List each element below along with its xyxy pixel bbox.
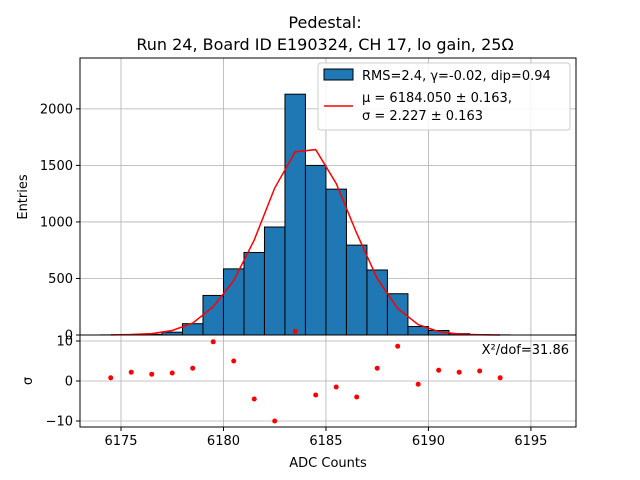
- legend-frame: [317, 62, 571, 131]
- y-axis-label-top: Entries: [16, 174, 31, 220]
- histogram-bar: [202, 294, 224, 336]
- top-y-tick-label: 0: [65, 329, 73, 344]
- fit-line: [110, 148, 501, 336]
- bottom-y-ticks: −10 0 10: [46, 335, 80, 430]
- x-tick-label: 6175: [104, 434, 137, 449]
- residual-point: [333, 384, 339, 390]
- legend-fit-label-line1: μ = 6184.050 ± 0.163,: [362, 91, 512, 106]
- chart-title-line2: Run 24, Board ID E190324, CH 17, lo gain…: [136, 35, 513, 54]
- histogram-bar: [304, 164, 327, 336]
- residual-point: [354, 394, 360, 400]
- bottom-y-tick-label: −10: [46, 415, 73, 430]
- top-y-tick-label: 1500: [40, 159, 73, 174]
- residual-point: [190, 365, 196, 371]
- residual-point: [374, 365, 380, 371]
- bottom-y-tick-label: 10: [56, 335, 73, 350]
- x-tick-label: 6195: [514, 434, 547, 449]
- histogram-bar: [325, 188, 347, 336]
- top-y-ticks: 0 500 1000 1500 2000: [40, 102, 80, 344]
- residual-point: [477, 368, 483, 374]
- top-y-tick-label: 2000: [40, 102, 73, 117]
- top-y-tick-label: 500: [48, 272, 73, 287]
- legend-histogram-label: RMS=2.4, γ=-0.02, dip=0.94: [362, 69, 551, 84]
- residual-point: [210, 339, 216, 345]
- residual-point: [395, 343, 401, 349]
- residual-point: [292, 328, 298, 334]
- legend-fit-label-line2: σ = 2.227 ± 0.163: [362, 109, 483, 124]
- chi2-annotation: X²/dof=31.86: [482, 343, 569, 358]
- top-y-tick-label: 1000: [40, 215, 73, 230]
- legend: RMS=2.4, γ=-0.02, dip=0.94 μ = 6184.050 …: [317, 62, 571, 131]
- residual-point: [128, 369, 134, 375]
- chart-title-line1: Pedestal:: [288, 13, 361, 32]
- residual-point: [149, 371, 155, 377]
- residual-point: [456, 369, 462, 375]
- residual-point: [497, 375, 503, 381]
- fit-curve: [110, 148, 501, 336]
- bottom-y-tick-label: 0: [65, 375, 73, 390]
- histogram-bar: [345, 244, 368, 336]
- histogram-bar: [222, 268, 245, 336]
- residual-points: [108, 328, 503, 424]
- residual-point: [231, 358, 237, 364]
- x-axis-label: ADC Counts: [289, 456, 367, 471]
- histogram-bar: [284, 93, 306, 336]
- bottom-grid: [80, 335, 576, 427]
- histogram-bar: [263, 226, 286, 336]
- residual-point: [313, 392, 319, 398]
- y-axis-label-bottom: σ: [21, 377, 36, 385]
- residual-point: [108, 375, 114, 381]
- x-tick-label: 6190: [412, 434, 445, 449]
- x-tick-label: 6180: [207, 434, 240, 449]
- legend-histogram-swatch: [323, 68, 354, 81]
- residual-point: [251, 396, 257, 402]
- residual-point: [415, 381, 421, 387]
- histogram-bar: [243, 251, 265, 336]
- x-tick-label: 6185: [309, 434, 342, 449]
- residual-point: [436, 367, 442, 373]
- x-ticks: 6175 6180 6185 6190 6195: [104, 427, 547, 449]
- residual-point: [169, 370, 175, 376]
- residual-point: [272, 418, 278, 424]
